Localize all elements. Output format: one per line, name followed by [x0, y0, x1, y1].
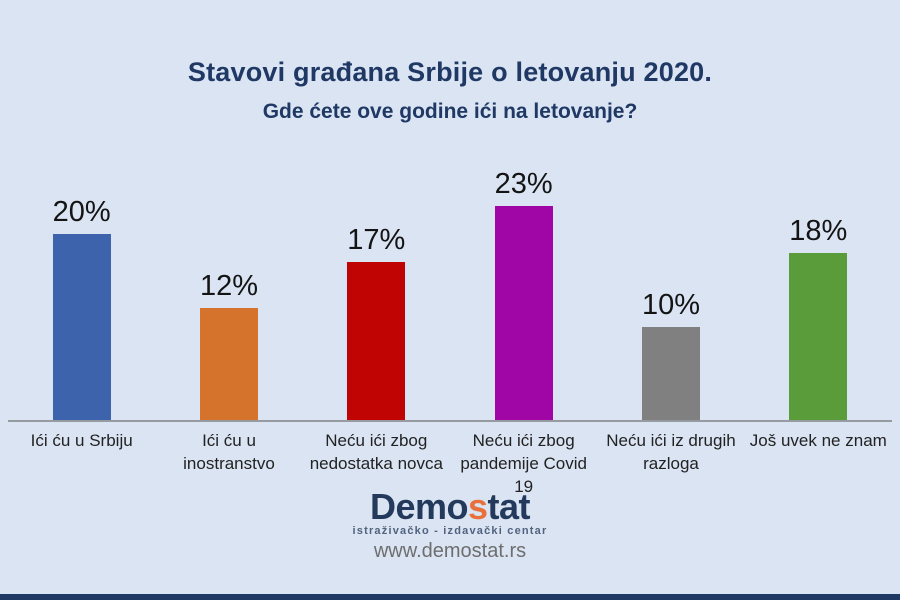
chart-subtitle: Gde ćete ove godine ići na letovanje?	[262, 100, 638, 123]
logo-text-tat: tat	[487, 486, 531, 527]
bar	[641, 327, 700, 420]
bar-value-label: 18%	[789, 214, 848, 247]
title-block: Stavovi građana Srbije o letovanju 2020.…	[0, 57, 900, 124]
bar	[789, 252, 848, 420]
bar	[347, 261, 406, 420]
logo-text-s-accent: s	[468, 486, 488, 527]
category-label: Još uvek ne znam	[749, 431, 887, 450]
category-label: Neću ići iz drugih razloga	[606, 431, 736, 473]
logo-tagline: istraživačko - izdavački centar	[352, 525, 548, 537]
bottom-accent-bar	[0, 594, 900, 600]
website-url: www.demostat.rs	[373, 540, 527, 562]
bar-value-label: 17%	[347, 223, 406, 256]
bar	[494, 206, 553, 420]
bar-column: 20%	[8, 196, 155, 420]
bar-column: 17%	[303, 224, 450, 420]
chart-title: Stavovi građana Srbije o letovanju 2020.	[187, 57, 713, 87]
category-label: Ići ću u Srbiju	[30, 431, 133, 450]
bar-chart: 20% 12% 17% 23% 10% 18%	[8, 0, 892, 422]
bar-column: 10%	[597, 289, 744, 420]
category-label: Ići ću u inostranstvo	[183, 431, 275, 473]
footer: Demostat istraživačko - izdavački centar…	[0, 489, 900, 563]
category-label: Neću ići zbog pandemije Covid 19	[460, 431, 587, 496]
bar-value-label: 12%	[199, 270, 259, 303]
demostat-logo: Demostat	[0, 489, 900, 525]
bar	[52, 234, 111, 420]
bar	[199, 308, 258, 420]
category-label: Neću ići zbog nedostatka novca	[309, 431, 443, 473]
bars-row: 20% 12% 17% 23% 10% 18%	[8, 168, 892, 420]
bar-column: 12%	[155, 270, 302, 420]
bar-value-label: 20%	[52, 196, 111, 228]
bar-value-label: 10%	[641, 289, 700, 321]
category-axis-labels: Ići ću u Srbiju Ići ću u inostranstvo Neću…	[8, 429, 892, 498]
bar-column: 23%	[450, 168, 597, 420]
bar-column: 18%	[745, 215, 892, 420]
bar-value-label: 23%	[494, 168, 553, 201]
logo-text-demo: Demo	[369, 486, 469, 527]
